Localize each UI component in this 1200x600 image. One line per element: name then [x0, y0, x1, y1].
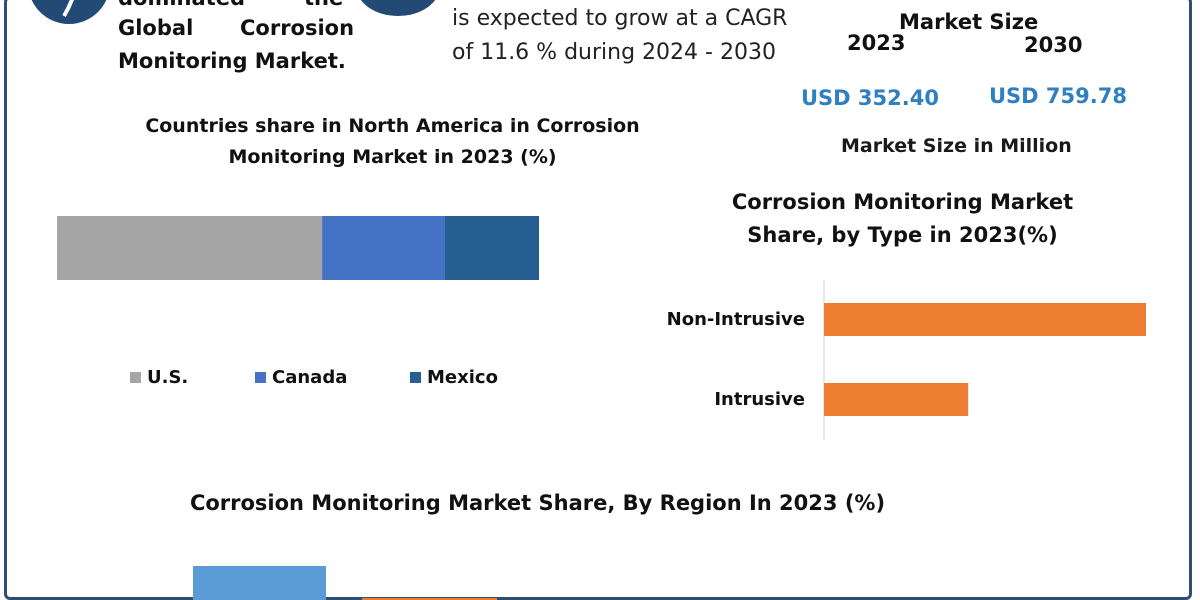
unit-label: Market Size in Million [841, 135, 1072, 157]
type-label-intrusive: Intrusive [714, 389, 805, 410]
legend-us-label: U.S. [147, 367, 189, 388]
value-2023: USD 352.40 [801, 86, 939, 110]
market-size-label: Market Size [899, 10, 1039, 34]
type-label-non-intrusive: Non-Intrusive [666, 309, 805, 330]
legend-mexico-swatch [410, 372, 421, 383]
header-left-line1a: dominated [118, 0, 245, 10]
legend-canada: Canada [255, 367, 347, 388]
na-bar-us [57, 216, 323, 280]
type-bar-non-intrusive [824, 303, 1146, 336]
na-bar-canada [322, 216, 446, 280]
chart1-title-line2: Monitoring Market in 2023 (%) [228, 146, 557, 168]
chart3-title: Corrosion Monitoring Market Share, By Re… [189, 491, 886, 515]
na-bar-mexico [445, 216, 539, 280]
legend-mexico-label: Mexico [427, 367, 498, 388]
header-left-line2b: Corrosion [240, 16, 355, 40]
region-bar-2 [362, 598, 497, 600]
cagr-line2: of 11.6 % during 2024 - 2030 [452, 40, 776, 65]
chart2-title-line1: Corrosion Monitoring Market [731, 190, 1074, 214]
legend-canada-label: Canada [272, 367, 348, 388]
region-bar-1 [193, 566, 326, 600]
year-2030: 2030 [1024, 33, 1083, 57]
header-left-line2a: Global [118, 16, 194, 40]
legend-us-swatch [130, 372, 141, 383]
infographic-frame [4, 0, 1192, 600]
legend-mexico: Mexico [410, 367, 498, 388]
type-bar-intrusive [824, 383, 969, 416]
legend-us: U.S. [130, 367, 188, 388]
chart2-title-line2: Share, by Type in 2023(%) [747, 223, 1058, 247]
header-left-line3: Monitoring Market. [118, 49, 346, 73]
cagr-line1: is expected to grow at a CAGR [452, 6, 788, 31]
chart1-title-line1: Countries share in North America in Corr… [145, 115, 640, 137]
year-2023: 2023 [847, 31, 906, 55]
value-2030: USD 759.78 [989, 84, 1127, 108]
logo-left-swoosh-icon [62, 0, 74, 18]
legend-canada-swatch [255, 372, 266, 383]
header-left-line1b: the [304, 0, 343, 10]
